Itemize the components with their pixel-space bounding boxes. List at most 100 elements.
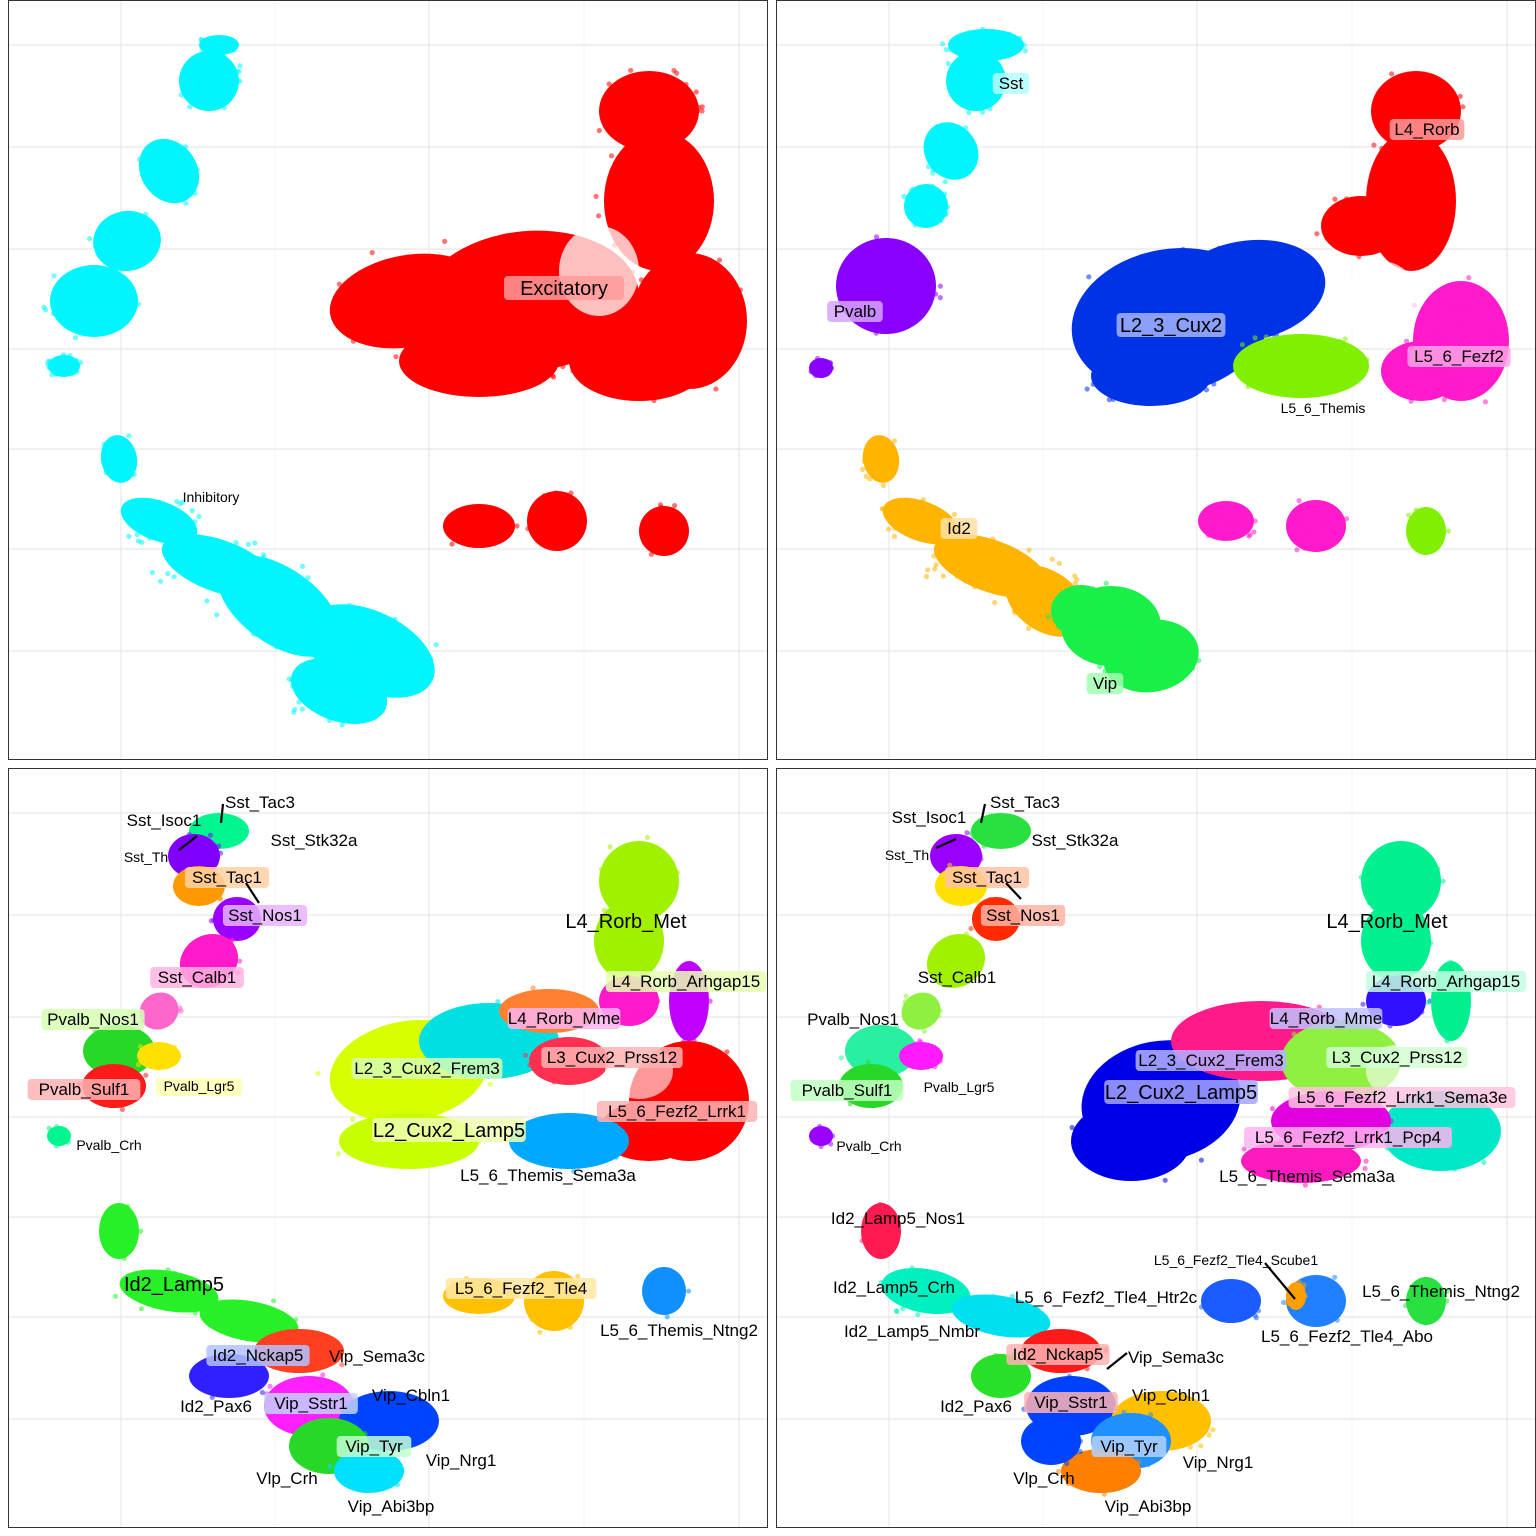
- scatter-point: [369, 250, 375, 256]
- scatter-point: [1174, 353, 1180, 359]
- scatter-point: [713, 386, 719, 392]
- scatter-point: [689, 311, 695, 317]
- scatter-point: [873, 467, 879, 473]
- cluster-region: [971, 813, 1031, 849]
- scatter-point: [319, 1336, 325, 1342]
- scatter-point: [915, 1312, 921, 1318]
- scatter-point: [654, 362, 660, 368]
- scatter-point: [938, 217, 944, 224]
- scatter-point: [1137, 658, 1143, 664]
- scatter-point: [103, 243, 109, 249]
- cluster-label-box: [504, 276, 624, 300]
- cluster-label-text: Sst_Tac1: [952, 868, 1022, 887]
- scatter-point: [58, 1127, 64, 1133]
- scatter-point: [924, 269, 930, 275]
- scatter-point: [879, 506, 885, 512]
- scatter-points: [1281, 1274, 1345, 1323]
- cluster-label: Inhibitory: [183, 489, 240, 505]
- scatter-point: [1006, 31, 1012, 37]
- scatter-point: [311, 638, 317, 644]
- scatter-point: [578, 999, 584, 1006]
- scatter-point: [1166, 1400, 1172, 1406]
- scatter-point: [1421, 231, 1428, 237]
- sparse-region: [1343, 261, 1419, 341]
- scatter-point: [635, 318, 641, 324]
- cluster-label-box: [41, 1009, 145, 1030]
- scatter-point: [177, 194, 183, 200]
- scatter-point: [1419, 1307, 1425, 1313]
- scatter-point: [1265, 368, 1271, 374]
- scatter-point: [1408, 963, 1414, 969]
- scatter-point: [665, 188, 671, 194]
- scatter-point: [541, 375, 547, 381]
- scatter-point: [1061, 613, 1067, 620]
- scatter-point: [644, 958, 650, 964]
- cluster-label-text: L4_Rorb: [1394, 120, 1459, 139]
- scatter-point: [978, 856, 984, 862]
- scatter-point: [987, 106, 993, 112]
- scatter-point: [337, 320, 343, 326]
- cluster-label-box: [790, 1080, 904, 1101]
- scatter-point: [664, 1132, 670, 1138]
- scatter-point: [151, 236, 157, 243]
- cluster-label: Vip_Nrg1: [1183, 1453, 1254, 1472]
- cluster-label-text: Sst_Calb1: [158, 968, 236, 987]
- point-cloud: [1198, 500, 1346, 552]
- scatter-point: [1110, 605, 1116, 611]
- cluster-label-box: [1104, 1080, 1258, 1104]
- scatter-point: [1072, 581, 1078, 587]
- scatter-point: [1133, 642, 1140, 649]
- scatter-point: [639, 363, 645, 369]
- scatter-point: [101, 441, 107, 447]
- scatter-point: [1131, 366, 1137, 372]
- cluster-region: [861, 1203, 901, 1259]
- scatter-point: [292, 706, 298, 712]
- scatter-point: [326, 717, 333, 724]
- scatter-points: [968, 813, 1029, 849]
- cluster-label-box: [1269, 1008, 1383, 1029]
- cluster-label-text: Pvalb_Nos1: [807, 1010, 899, 1029]
- scatter-point: [988, 88, 994, 94]
- cluster-label: Pvalb_Crh: [836, 1138, 901, 1154]
- scatter-point: [1336, 211, 1342, 217]
- cluster-label-text: Id2_Lamp5_Nos1: [831, 1209, 965, 1228]
- cluster-label-text: Sst_Th: [885, 847, 929, 863]
- scatter-point: [1361, 919, 1367, 926]
- scatter-point: [667, 382, 673, 388]
- scatter-point: [1404, 172, 1410, 178]
- scatter-point: [1129, 620, 1135, 626]
- scatter-point: [135, 538, 142, 544]
- scatter-point: [850, 255, 856, 261]
- scatter-point: [1444, 367, 1450, 373]
- scatter-point: [380, 1482, 386, 1489]
- cluster-label: Id2_Lamp5_Nmbr: [844, 1322, 980, 1341]
- scatter-point: [211, 44, 217, 50]
- scatter-point: [180, 499, 186, 505]
- scatter-point: [1419, 309, 1425, 315]
- cluster-label-text: L5_6_Themis_Ntng2: [1362, 1282, 1520, 1301]
- cluster-label-text: L4_Rorb_Met: [1326, 911, 1448, 933]
- scatter-point: [386, 341, 392, 347]
- scatter-point: [686, 1288, 692, 1294]
- scatter-point: [1229, 1280, 1235, 1286]
- scatter-point: [468, 1005, 474, 1011]
- label-leader-line: [979, 803, 987, 824]
- cluster-label: Vip: [1086, 673, 1124, 694]
- scatter-point: [976, 966, 982, 972]
- scatter-point: [865, 1059, 871, 1065]
- cluster-label-box: [940, 518, 978, 539]
- scatter-point: [1086, 274, 1092, 280]
- scatter-point: [674, 1006, 680, 1012]
- scatter-point: [1421, 528, 1427, 534]
- scatter-point: [495, 999, 501, 1005]
- scatter-points: [101, 433, 439, 728]
- cluster-label: Id2_Lamp5_Nos1: [831, 1209, 965, 1228]
- scatter-point: [1093, 1412, 1100, 1419]
- scatter-point: [928, 1008, 934, 1014]
- scatter-point: [679, 529, 685, 535]
- scatter-point: [1116, 1118, 1122, 1125]
- scatter-point: [463, 1011, 469, 1017]
- scatter-point: [107, 1248, 113, 1254]
- scatter-point: [573, 535, 579, 541]
- scatter-point: [231, 577, 237, 583]
